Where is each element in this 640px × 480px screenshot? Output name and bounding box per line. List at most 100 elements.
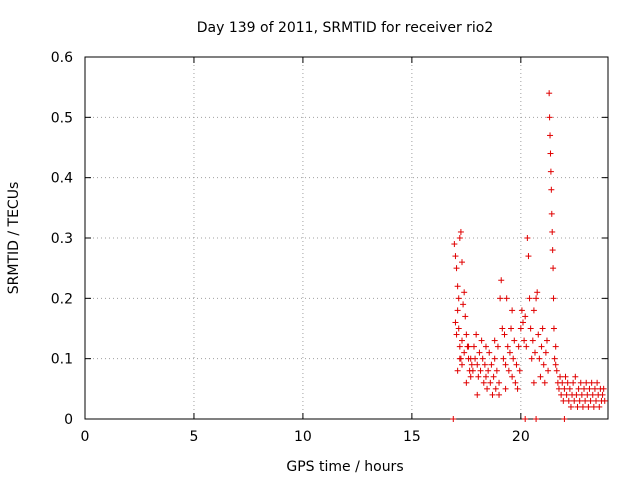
data-point xyxy=(529,337,536,344)
data-point xyxy=(491,355,498,362)
data-point xyxy=(516,367,523,374)
data-point xyxy=(482,373,489,380)
data-point xyxy=(547,150,554,157)
data-point xyxy=(461,289,468,296)
data-point xyxy=(525,253,532,260)
data-point xyxy=(456,343,463,350)
data-point xyxy=(564,379,571,386)
y-tick-label: 0.1 xyxy=(51,352,73,368)
data-point xyxy=(474,361,481,368)
data-point xyxy=(585,403,592,410)
data-point xyxy=(521,337,528,344)
data-point xyxy=(523,343,530,350)
data-point xyxy=(538,343,545,350)
data-point xyxy=(555,385,562,392)
data-point xyxy=(499,325,506,332)
data-point xyxy=(540,361,547,368)
grid xyxy=(85,57,608,419)
data-point xyxy=(513,361,520,368)
data-point xyxy=(531,349,538,356)
data-point xyxy=(522,416,529,422)
data-point xyxy=(481,361,488,368)
data-point xyxy=(550,295,557,302)
data-point xyxy=(581,385,588,392)
data-points xyxy=(450,90,608,422)
data-point xyxy=(600,385,607,392)
y-tick-label: 0.3 xyxy=(51,231,73,247)
data-point xyxy=(473,331,480,338)
data-point xyxy=(454,283,461,290)
data-point xyxy=(509,307,516,314)
data-point xyxy=(498,277,505,284)
data-point xyxy=(589,391,596,398)
data-point xyxy=(560,397,567,404)
data-point xyxy=(470,343,477,350)
data-point xyxy=(530,379,537,386)
y-tick-label: 0.2 xyxy=(51,291,73,307)
data-point xyxy=(496,379,503,386)
data-point xyxy=(561,385,568,392)
data-point xyxy=(578,391,585,398)
data-point xyxy=(506,349,513,356)
data-point xyxy=(586,385,593,392)
x-tick-label: 5 xyxy=(189,429,198,445)
data-point xyxy=(535,331,542,338)
data-point xyxy=(599,391,606,398)
data-point xyxy=(573,391,580,398)
data-point xyxy=(510,355,517,362)
data-point xyxy=(467,373,474,380)
data-point xyxy=(547,168,554,175)
data-point xyxy=(512,379,519,386)
data-point xyxy=(479,355,486,362)
data-point xyxy=(546,114,553,121)
data-point xyxy=(486,349,493,356)
data-point xyxy=(550,325,557,332)
data-point xyxy=(596,403,603,410)
data-point xyxy=(508,325,515,332)
data-point xyxy=(458,337,465,344)
data-point xyxy=(504,343,511,350)
y-tick-label: 0.6 xyxy=(51,50,73,66)
data-point xyxy=(469,367,476,374)
data-point xyxy=(462,313,469,320)
data-point xyxy=(454,307,461,314)
data-point xyxy=(551,355,558,362)
data-point xyxy=(509,373,516,380)
data-point xyxy=(455,325,462,332)
data-point xyxy=(502,385,509,392)
data-point xyxy=(546,90,553,97)
data-point xyxy=(590,403,597,410)
data-point xyxy=(458,361,465,368)
data-point xyxy=(566,385,573,392)
data-point xyxy=(552,361,559,368)
data-point xyxy=(572,373,579,380)
data-point xyxy=(527,325,534,332)
data-point xyxy=(547,132,554,139)
data-point xyxy=(484,385,491,392)
data-point xyxy=(552,343,559,350)
data-point xyxy=(601,397,608,404)
data-point xyxy=(477,367,484,374)
data-point xyxy=(559,379,566,386)
data-point xyxy=(549,228,556,235)
chart-title: Day 139 of 2011, SRMTID for receiver rio… xyxy=(197,20,494,36)
data-point xyxy=(587,397,594,404)
data-point xyxy=(548,186,555,193)
data-point xyxy=(562,373,569,380)
data-point xyxy=(537,373,544,380)
data-point xyxy=(522,313,529,320)
data-point xyxy=(500,355,507,362)
data-point xyxy=(472,355,479,362)
data-point xyxy=(584,391,591,398)
data-point xyxy=(450,416,457,422)
data-point xyxy=(482,343,489,350)
data-point xyxy=(489,391,496,398)
data-point xyxy=(452,253,459,260)
data-point xyxy=(576,397,583,404)
data-point xyxy=(474,391,481,398)
data-point xyxy=(528,355,535,362)
data-point xyxy=(571,397,578,404)
data-point xyxy=(503,295,510,302)
data-point xyxy=(549,247,556,254)
data-point xyxy=(548,210,555,217)
